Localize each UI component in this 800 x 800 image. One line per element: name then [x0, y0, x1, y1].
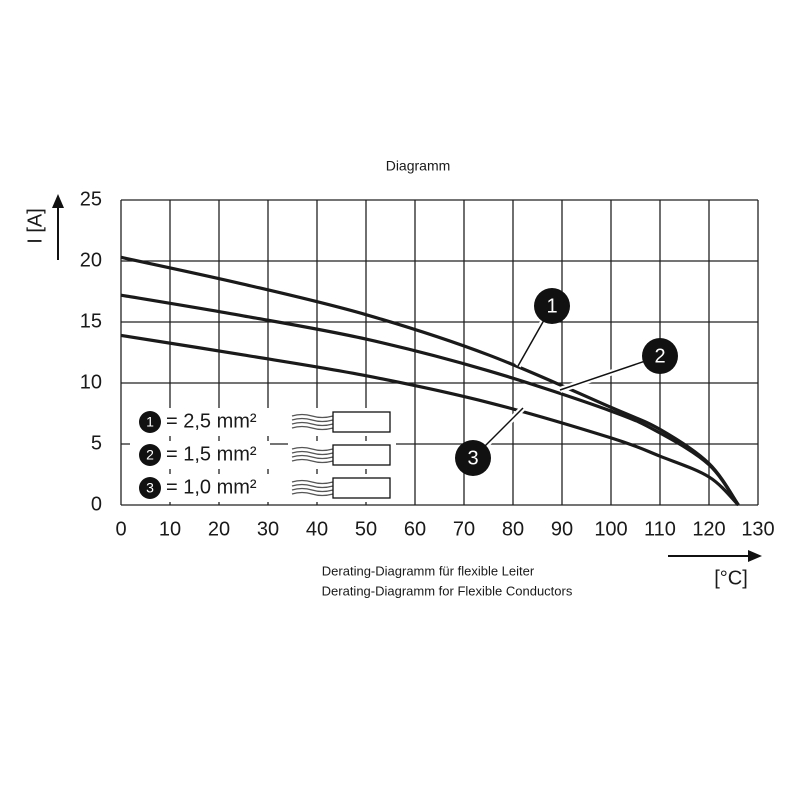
legend-label: = 2,5 mm²	[166, 410, 257, 432]
legend-label: = 1,0 mm²	[166, 476, 257, 498]
cable-wire	[291, 421, 334, 427]
x-tick-label: 110	[644, 518, 676, 540]
cable-wire	[291, 458, 334, 464]
caption: Derating-Diagramm für flexible Leiter	[322, 563, 535, 578]
x-tick-label: 50	[355, 518, 377, 540]
x-tick-label: 10	[159, 518, 181, 540]
x-tick-label: 80	[502, 518, 524, 540]
x-arrowhead	[748, 550, 762, 562]
x-tick-label: 60	[404, 518, 426, 540]
series-badge-label: 3	[146, 480, 154, 496]
series-badge	[139, 477, 161, 499]
cable-insulation	[332, 477, 391, 499]
cable-wire	[291, 417, 334, 423]
y-tick-label: 5	[91, 432, 102, 454]
cable-insulation	[332, 444, 391, 466]
x-tick-label: 130	[741, 518, 774, 540]
series-badge-label: 3	[467, 447, 478, 469]
y-tick-label: 15	[80, 310, 102, 332]
cable-wire	[291, 483, 334, 489]
x-tick-label: 90	[551, 518, 573, 540]
x-tick-label: 100	[594, 518, 627, 540]
cable-wire	[291, 491, 334, 497]
series-badge-label: 1	[546, 295, 557, 317]
legend-label: = 1,5 mm²	[166, 443, 257, 465]
y-tick-label: 25	[80, 188, 102, 210]
x-tick-label: 20	[208, 518, 230, 540]
caption: Derating-Diagramm for Flexible Conductor…	[322, 583, 573, 598]
series-badge	[534, 288, 570, 324]
x-tick-label: 70	[453, 518, 475, 540]
chart-title: Diagramm	[386, 158, 451, 174]
series-badge-label: 2	[654, 345, 665, 367]
series-badge-label: 1	[146, 414, 154, 430]
series-badge-label: 2	[146, 447, 154, 463]
series-badge	[455, 440, 491, 476]
cable-wire	[291, 487, 334, 493]
y-axis-label: I [A]	[24, 208, 46, 244]
cable-insulation	[332, 411, 391, 433]
x-axis-label: [°C]	[714, 567, 748, 589]
series-badge	[139, 411, 161, 433]
curve	[120, 255, 740, 506]
cable-wire	[291, 450, 334, 456]
cable-wire	[291, 479, 334, 485]
cable-wire	[291, 454, 334, 460]
y-tick-label: 20	[80, 249, 102, 271]
x-tick-label: 30	[257, 518, 279, 540]
cable-wire	[291, 425, 334, 431]
y-arrowhead	[52, 194, 64, 208]
curve	[120, 293, 740, 506]
y-tick-label: 0	[91, 493, 102, 515]
series-badge	[139, 444, 161, 466]
x-tick-label: 120	[692, 518, 725, 540]
cable-wire	[291, 446, 334, 452]
cable-wire	[291, 413, 334, 419]
y-tick-label: 10	[80, 371, 102, 393]
curve	[120, 333, 740, 507]
x-tick-label: 40	[306, 518, 328, 540]
x-tick-label: 0	[115, 518, 126, 540]
series-badge	[642, 338, 678, 374]
